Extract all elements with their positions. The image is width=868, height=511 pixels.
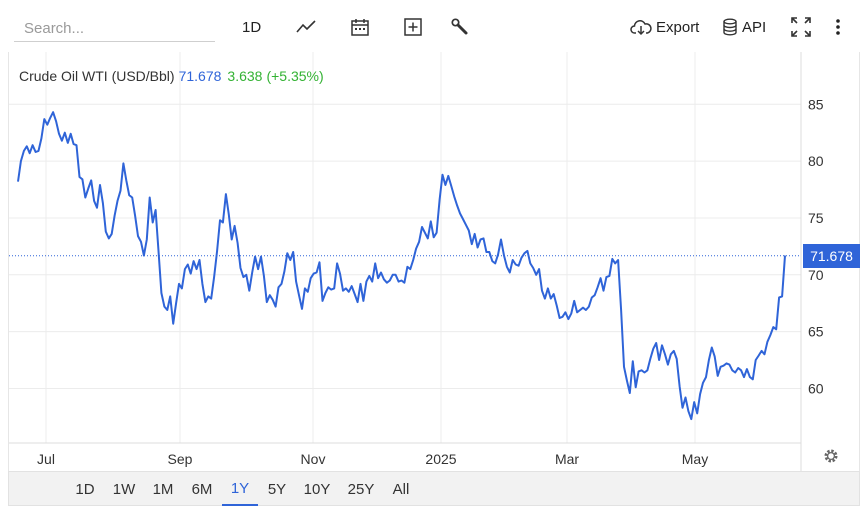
more-options-button[interactable] — [830, 14, 846, 40]
range-label: 5Y — [267, 480, 287, 498]
search-input[interactable] — [14, 16, 215, 42]
plus-square-icon — [403, 17, 423, 37]
range-label: 1Y — [230, 479, 250, 497]
api-button[interactable]: API — [722, 14, 766, 40]
y-tick-label: 70 — [808, 267, 824, 283]
range-button-25y[interactable]: 25Y — [343, 472, 379, 506]
range-button-6m[interactable]: 6M — [185, 472, 219, 506]
cloud-download-icon — [630, 18, 652, 36]
range-button-1w[interactable]: 1W — [107, 472, 141, 506]
range-label: 25Y — [347, 480, 375, 498]
price-series-line — [17, 111, 786, 421]
y-tick-label: 85 — [808, 96, 824, 112]
price-chart[interactable]: 60 65 70 75 80 85 Jul Sep Nov 2025 Mar May — [0, 0, 868, 471]
y-tick-label: 80 — [808, 153, 824, 169]
range-label: 1W — [112, 480, 136, 498]
interval-button[interactable]: 1D — [242, 14, 261, 40]
x-tick-label: Nov — [301, 451, 326, 467]
range-label: 1D — [75, 480, 95, 498]
interval-label: 1D — [242, 18, 262, 36]
range-button-1m[interactable]: 1M — [146, 472, 180, 506]
api-label: API — [742, 18, 767, 36]
range-label: All — [392, 480, 410, 498]
chart-legend: Crude Oil WTI (USD/Bbl) 71.678 3.638 (+5.35… — [19, 68, 324, 84]
calendar-icon — [350, 17, 370, 37]
x-tick-label: Sep — [168, 451, 193, 467]
x-tick-label: 2025 — [425, 451, 456, 467]
range-label: 10Y — [303, 480, 331, 498]
last-price-tag: 71.678 — [803, 244, 860, 268]
fullscreen-button[interactable] — [790, 14, 812, 40]
kebab-menu-icon — [830, 17, 846, 37]
range-button-1d[interactable]: 1D — [68, 472, 102, 506]
legend-name: Crude Oil WTI (USD/Bbl) — [19, 68, 175, 84]
range-label: 6M — [191, 480, 213, 498]
fullscreen-icon — [790, 16, 812, 38]
y-tick-label: 60 — [808, 380, 824, 396]
export-button[interactable]: Export — [630, 14, 699, 40]
range-label: 1M — [152, 480, 174, 498]
chart-type-button[interactable] — [296, 14, 316, 40]
y-tick-label: 75 — [808, 210, 824, 226]
y-tick-label: 65 — [808, 324, 824, 340]
x-tick-label: May — [682, 451, 708, 467]
range-button-1y[interactable]: 1Y — [222, 472, 258, 506]
add-indicator-button[interactable] — [403, 14, 423, 40]
line-chart-icon — [296, 20, 316, 34]
range-selector: 1D 1W 1M 6M 1Y 5Y 10Y 25Y All — [8, 471, 860, 506]
chart-toolbar: 1D Export API — [0, 0, 868, 52]
gear-icon — [822, 449, 840, 469]
tools-button[interactable] — [450, 14, 470, 40]
chart-settings-button[interactable] — [822, 447, 840, 470]
legend-change: 3.638 — [227, 68, 263, 84]
database-icon — [722, 18, 738, 36]
wrench-icon — [450, 17, 470, 37]
x-tick-label: Jul — [37, 451, 55, 467]
range-button-all[interactable]: All — [384, 472, 418, 506]
legend-change-pct: (+5.35%) — [266, 68, 324, 84]
x-tick-label: Mar — [555, 451, 579, 467]
calendar-button[interactable] — [350, 14, 370, 40]
range-button-10y[interactable]: 10Y — [299, 472, 335, 506]
legend-price: 71.678 — [178, 68, 222, 84]
range-button-5y[interactable]: 5Y — [260, 472, 294, 506]
export-label: Export — [656, 18, 700, 36]
